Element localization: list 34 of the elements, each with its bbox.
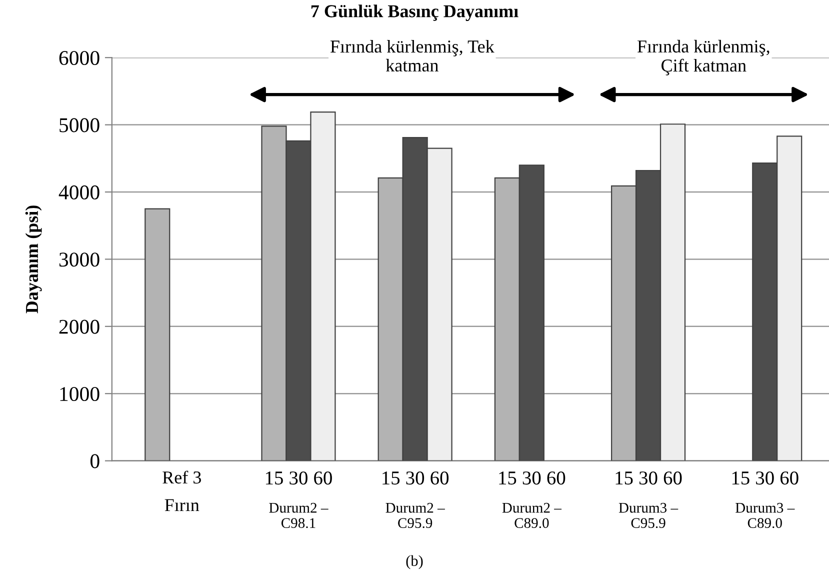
- text: 15: [732, 472, 750, 485]
- text: 15: [499, 472, 516, 485]
- x-tick-label: Durum2 – C95.9: [386, 502, 445, 528]
- y-tick-label: 3000: [59, 252, 100, 267]
- y-axis-title: Dayanım (psi): [25, 206, 42, 314]
- y-tick-label: 2000: [59, 320, 100, 334]
- text: 30: [406, 471, 424, 485]
- text: 15: [382, 472, 400, 485]
- text: 60: [780, 471, 798, 485]
- x-tick-label: Durum2 – C89.0: [502, 502, 562, 528]
- text: 30: [639, 471, 658, 485]
- x-tick-label: Ref 3 Fırın: [162, 470, 201, 512]
- x-tick-label: Durum3 – C89.0: [736, 502, 795, 528]
- chart-title: 7 Günlük Basınç Dayanımı: [311, 4, 518, 22]
- series-label: 30: [290, 471, 308, 485]
- text: 30: [756, 471, 774, 485]
- text: 60: [547, 471, 566, 485]
- text: (b): [406, 555, 423, 570]
- y-tick-label: 4000: [58, 185, 100, 200]
- text: 60: [664, 471, 682, 485]
- annotation: Fırında kürlenmiş, Çift katman: [637, 40, 770, 76]
- text: 30: [522, 471, 541, 485]
- text: 60: [430, 471, 449, 485]
- series-label: 60: [314, 471, 332, 485]
- y-tick-label: 0: [90, 454, 100, 468]
- series-label: 15: [266, 472, 283, 485]
- annotation: Fırında kürlenmiş, Tek katman: [330, 40, 494, 72]
- y-tick-label: 1000: [60, 386, 100, 402]
- x-tick-label: Durum2 – C98.1: [269, 502, 328, 528]
- x-tick-label: Durum3 – C95.9: [618, 502, 678, 528]
- bar: [144, 208, 170, 461]
- y-tick-label: 6000: [59, 50, 100, 66]
- text: 15: [616, 472, 633, 485]
- y-tick-label: 5000: [60, 118, 100, 132]
